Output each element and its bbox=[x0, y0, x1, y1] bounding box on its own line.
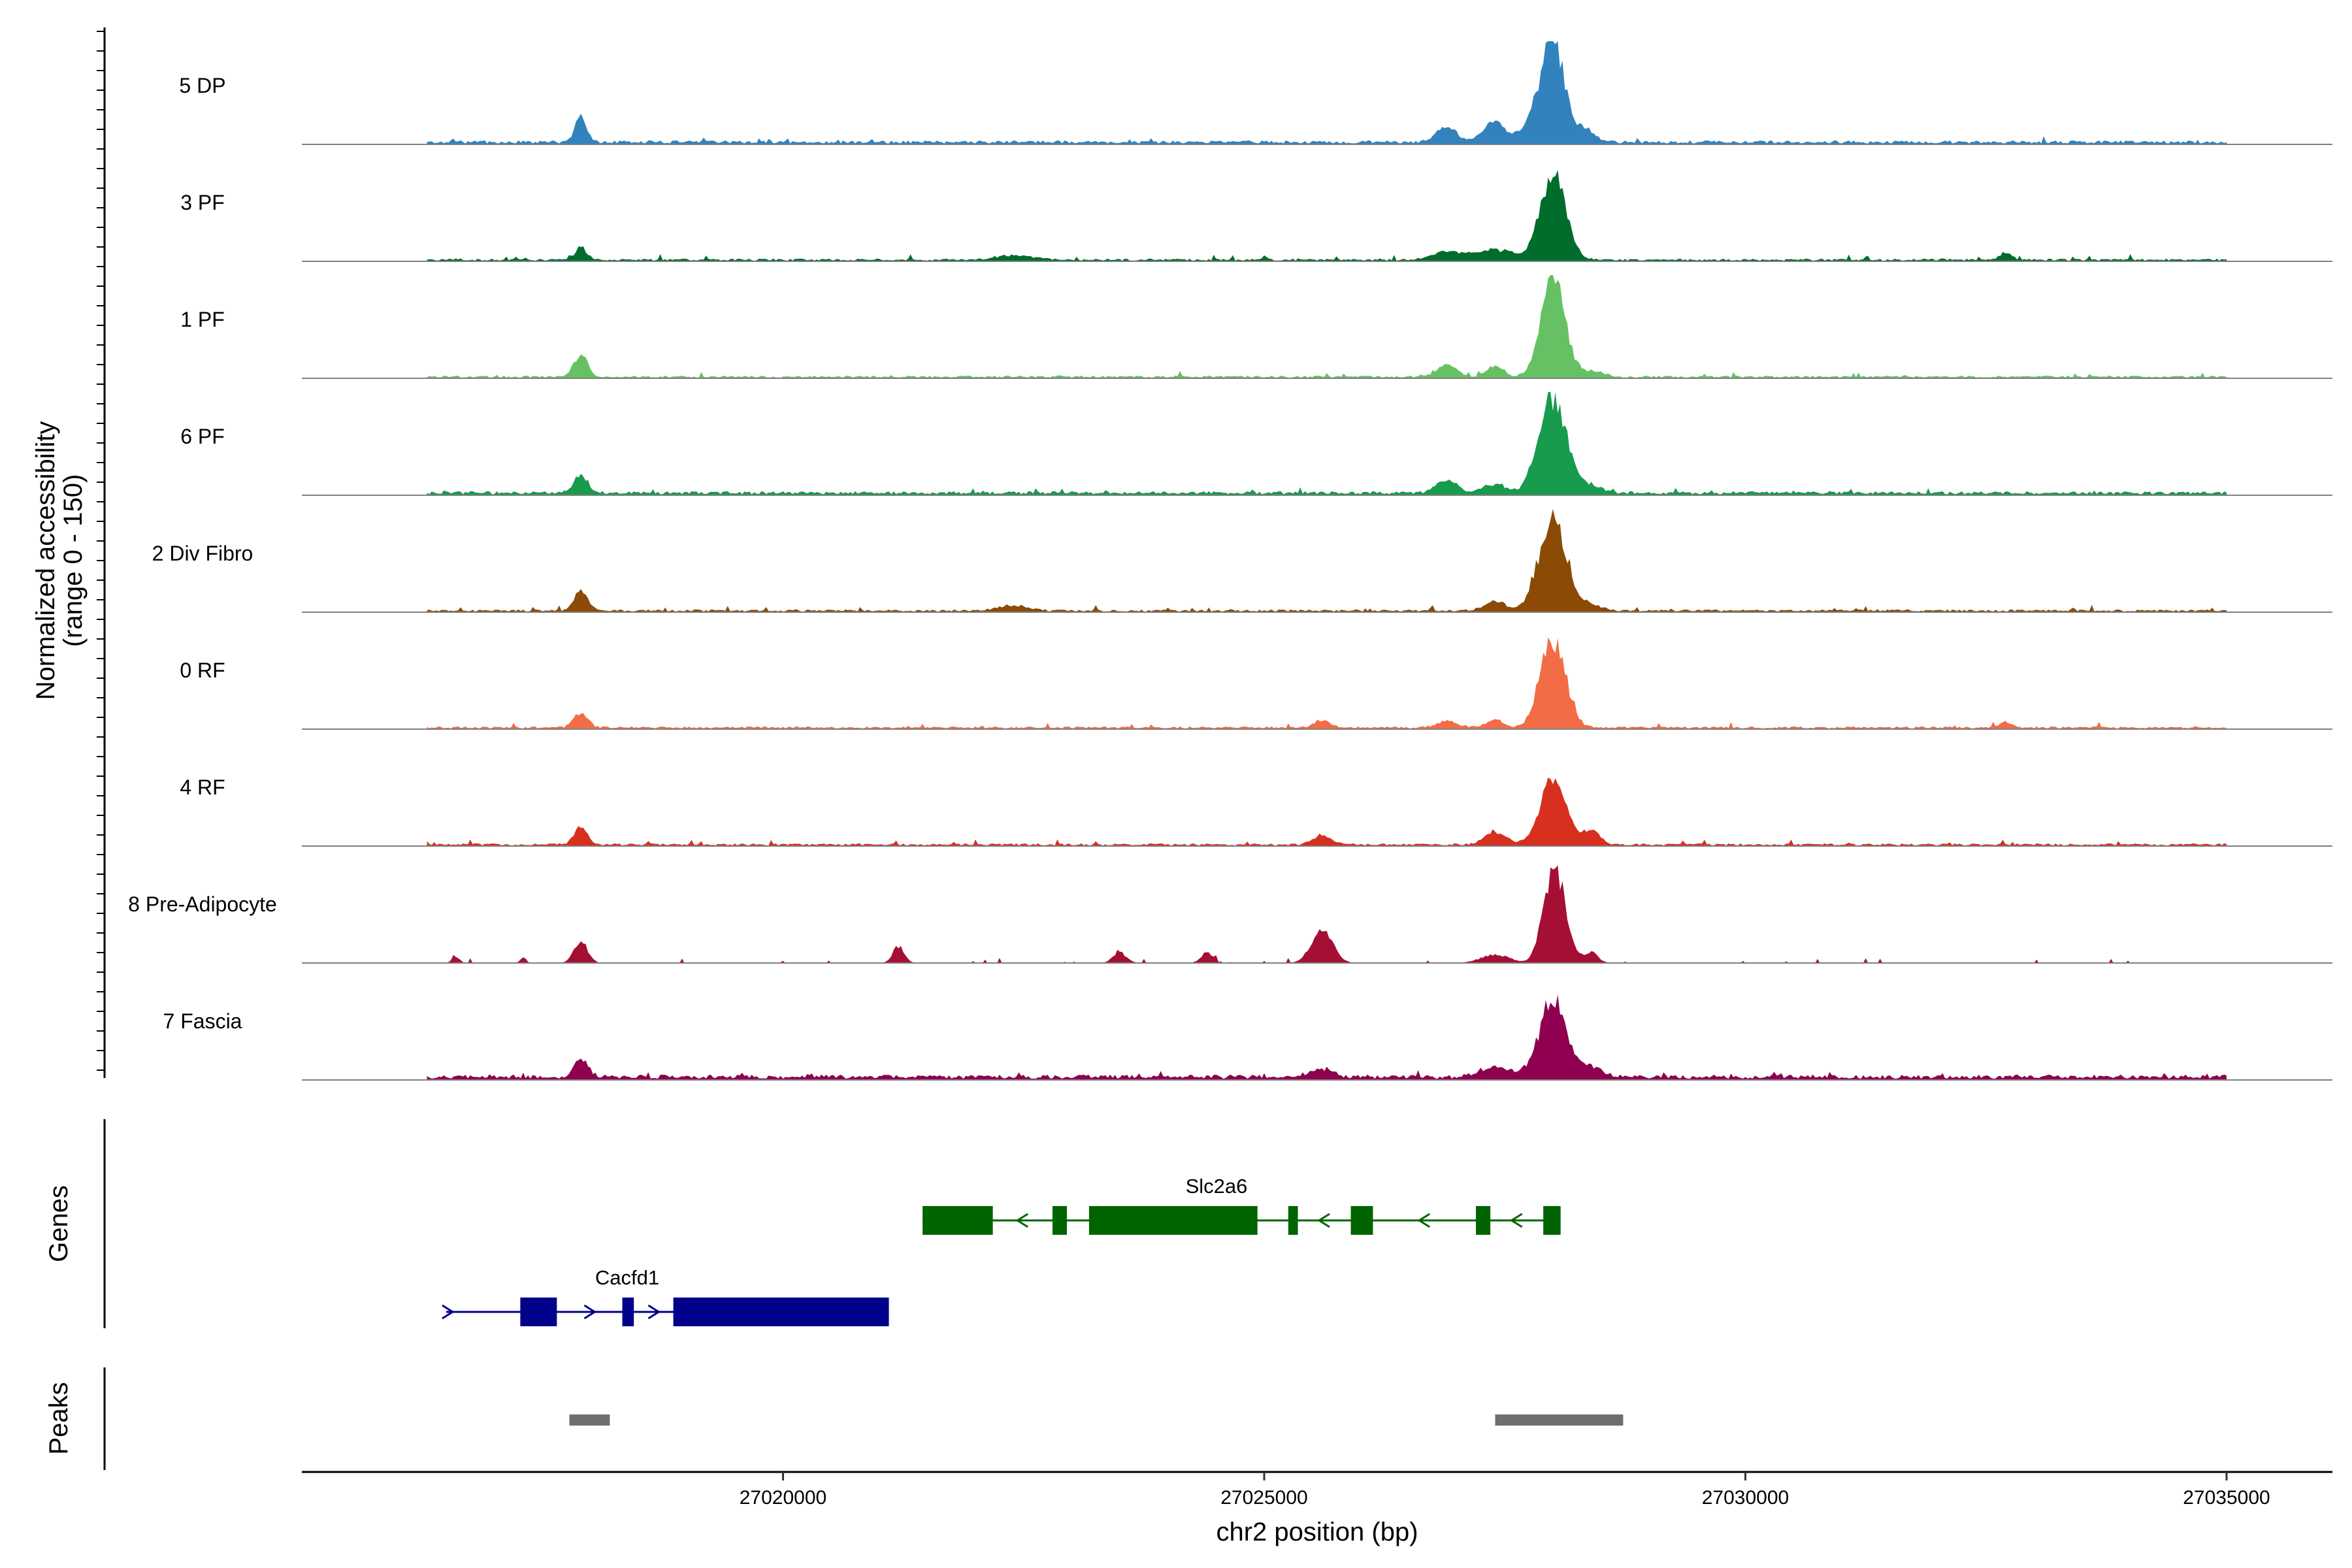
track-label-0-rf: 0 RF bbox=[180, 659, 225, 682]
coverage-area-8-pre-adipocyte bbox=[427, 865, 2227, 963]
track-label-6-pf: 6 PF bbox=[180, 425, 225, 448]
track-label-3-pf: 3 PF bbox=[180, 191, 225, 214]
coverage-tracks: 5 DP 3 PF 1 PF 6 PF 2 Div Fibro 0 RF 4 RF 8 Pre… bbox=[128, 41, 2332, 1081]
peaks-panel-title: Peaks bbox=[44, 1382, 73, 1454]
track-label-7-fascia: 7 Fascia bbox=[163, 1009, 242, 1033]
x-tick-label: 27035000 bbox=[2183, 1487, 2270, 1509]
coverage-area-5-dp bbox=[427, 41, 2227, 144]
track-7-fascia: 7 Fascia bbox=[163, 994, 2332, 1081]
x-tick-label: 27030000 bbox=[1702, 1487, 1789, 1509]
strand-arrow-icon bbox=[1509, 1213, 1523, 1228]
coverage-area-4-rf bbox=[427, 777, 2227, 846]
x-tick-label: 27025000 bbox=[1220, 1487, 1307, 1509]
gene-exon bbox=[1088, 1206, 1258, 1235]
strand-arrow-icon bbox=[647, 1304, 661, 1320]
x-axis-title: chr2 position (bp) bbox=[1216, 1518, 1418, 1546]
track-4-rf: 4 RF bbox=[180, 776, 2332, 847]
gene-annotations: Slc2a6 Cacfd1 bbox=[442, 1175, 1561, 1326]
gene-exon bbox=[1052, 1206, 1068, 1235]
gene-label-cacfd1: Cacfd1 bbox=[595, 1266, 659, 1289]
peak-region bbox=[1495, 1414, 1624, 1426]
gene-exon bbox=[520, 1298, 557, 1326]
strand-arrow-icon bbox=[1417, 1213, 1431, 1228]
gene-exon bbox=[1543, 1206, 1561, 1235]
genes-panel-title: Genes bbox=[44, 1185, 73, 1262]
gene-cacfd1: Cacfd1 bbox=[442, 1266, 889, 1326]
gene-exon bbox=[673, 1298, 889, 1326]
strand-arrow-icon bbox=[1015, 1213, 1029, 1228]
coverage-area-0-rf bbox=[427, 637, 2227, 729]
track-label-1-pf: 1 PF bbox=[180, 308, 225, 331]
gene-label-slc2a6: Slc2a6 bbox=[1186, 1175, 1248, 1198]
track-8-pre-adipocyte: 8 Pre-Adipocyte bbox=[128, 865, 2332, 964]
strand-arrow-icon bbox=[583, 1304, 597, 1320]
x-axis-ticks: 27020000 27025000 27030000 27035000 bbox=[740, 1472, 2270, 1509]
coverage-y-ticks bbox=[97, 31, 105, 1071]
peak-regions bbox=[569, 1414, 1624, 1426]
track-0-rf: 0 RF bbox=[180, 637, 2332, 730]
track-5-dp: 5 DP bbox=[179, 41, 2332, 145]
track-3-pf: 3 PF bbox=[180, 170, 2332, 262]
gene-exon bbox=[1350, 1206, 1373, 1235]
track-label-8-pre-adipocyte: 8 Pre-Adipocyte bbox=[128, 892, 277, 916]
strand-arrow-icon bbox=[1317, 1213, 1330, 1228]
track-6-pf: 6 PF bbox=[180, 392, 2332, 496]
coverage-area-6-pf bbox=[427, 392, 2227, 495]
track-2-div-fibro: 2 Div Fibro bbox=[152, 509, 2332, 613]
track-label-5-dp: 5 DP bbox=[179, 74, 225, 97]
gene-exon bbox=[1288, 1206, 1298, 1235]
x-tick-label: 27020000 bbox=[740, 1487, 826, 1509]
coverage-area-3-pf bbox=[427, 170, 2227, 261]
gene-exon bbox=[923, 1206, 993, 1235]
gene-exon bbox=[1476, 1206, 1491, 1235]
gene-exon bbox=[622, 1298, 634, 1326]
gene-slc2a6: Slc2a6 bbox=[923, 1175, 1561, 1235]
y-axis-title-line2: (range 0 - 150) bbox=[59, 474, 88, 647]
strand-arrow-icon bbox=[442, 1304, 455, 1320]
coverage-area-7-fascia bbox=[427, 994, 2227, 1080]
track-label-4-rf: 4 RF bbox=[180, 776, 225, 799]
y-axis-title-line1: Normalized accessibility bbox=[31, 421, 60, 700]
coverage-area-2-div-fibro bbox=[427, 509, 2227, 612]
coverage-area-1-pf bbox=[427, 275, 2227, 378]
peak-region bbox=[569, 1414, 610, 1426]
track-1-pf: 1 PF bbox=[180, 275, 2332, 379]
track-label-2-div-fibro: 2 Div Fibro bbox=[152, 542, 253, 565]
